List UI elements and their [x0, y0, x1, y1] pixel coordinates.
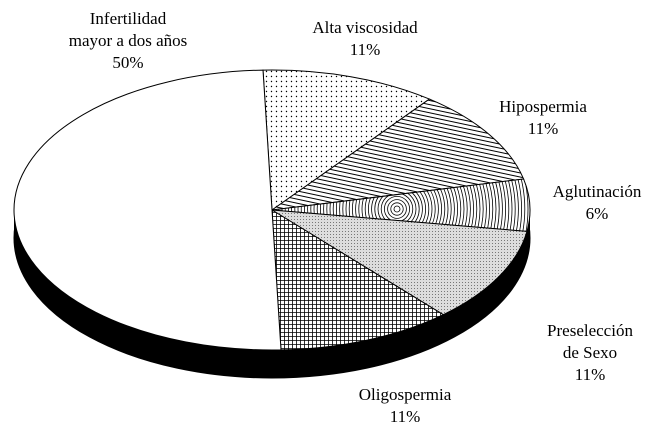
- slice-label: Infertilidad mayor a dos años 50%: [69, 8, 188, 74]
- slice-label: Alta viscosidad 11%: [312, 17, 417, 61]
- pie-slice: [13, 69, 282, 351]
- value-label: 11%: [574, 365, 606, 384]
- pie-slice: [262, 69, 431, 211]
- category-name: Alta viscosidad: [312, 18, 418, 37]
- slice-label: Oligospermia 11%: [359, 384, 452, 428]
- pie-slice: [271, 209, 445, 351]
- pie-slice: [271, 98, 525, 211]
- value-label: 11%: [527, 119, 559, 138]
- category-name: Infertilidad mayor a dos años: [68, 9, 188, 50]
- category-name: Preselección de Sexo: [547, 321, 633, 362]
- category-name: Oligospermia: [358, 385, 452, 404]
- value-label: 6%: [585, 204, 609, 223]
- slice-label: Aglutinación 6%: [553, 181, 642, 225]
- value-label: 11%: [389, 407, 421, 426]
- slice-label: Hipospermia 11%: [499, 96, 587, 140]
- slice-label: Preselección de Sexo 11%: [547, 320, 633, 386]
- category-name: Aglutinación: [552, 182, 642, 201]
- value-label: 50%: [112, 53, 144, 72]
- pie-slice: [271, 209, 528, 316]
- category-name: Hipospermia: [499, 97, 587, 116]
- value-label: 11%: [349, 40, 381, 59]
